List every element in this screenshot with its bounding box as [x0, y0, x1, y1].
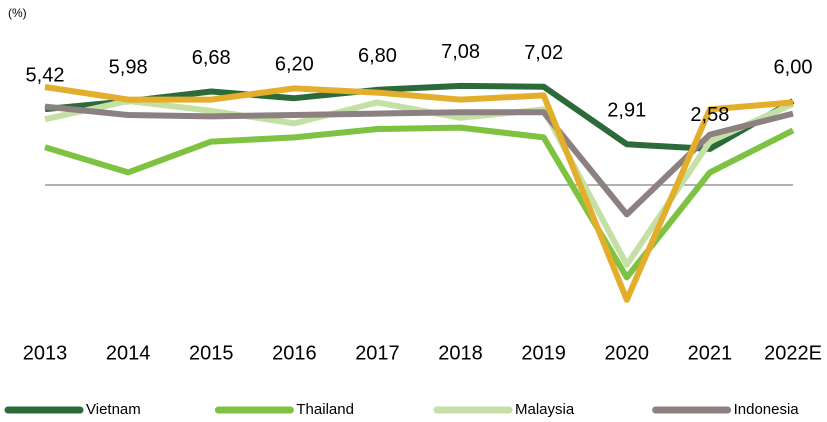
legend-label: Thailand	[296, 401, 354, 418]
legend-label: Vietnam	[86, 401, 141, 418]
x-tick-label: 2015	[189, 342, 234, 364]
series-line	[44, 124, 795, 281]
x-tick-label: 2021	[688, 342, 733, 364]
data-label: 7,02	[524, 42, 563, 64]
data-label: 6,00	[774, 56, 813, 78]
x-tick-label: 2013	[23, 342, 68, 364]
data-label: 2,58	[690, 104, 729, 126]
series-line	[44, 103, 794, 218]
data-label: 6,68	[192, 47, 231, 69]
data-label: 2,91	[607, 100, 646, 122]
x-tick-label: 2014	[106, 342, 151, 364]
x-tick-label: 2020	[605, 342, 650, 364]
data-label: 5,98	[109, 57, 148, 79]
x-tick-label: 2022E	[764, 342, 822, 364]
x-tick-label: 2019	[521, 342, 566, 364]
data-label: 6,20	[275, 53, 314, 75]
series-line	[44, 82, 795, 152]
y-axis-label: (%)	[8, 6, 27, 20]
legend-label: Indonesia	[734, 401, 800, 418]
legend-label: Malaysia	[515, 401, 575, 418]
series-line	[44, 84, 794, 303]
data-label: 7,08	[441, 41, 480, 63]
x-tick-label: 2017	[355, 342, 400, 364]
data-label: 6,80	[358, 45, 397, 67]
x-tick-label: 2018	[438, 342, 483, 364]
x-tick-label: 2016	[272, 342, 317, 364]
data-label: 5,42	[26, 64, 65, 86]
